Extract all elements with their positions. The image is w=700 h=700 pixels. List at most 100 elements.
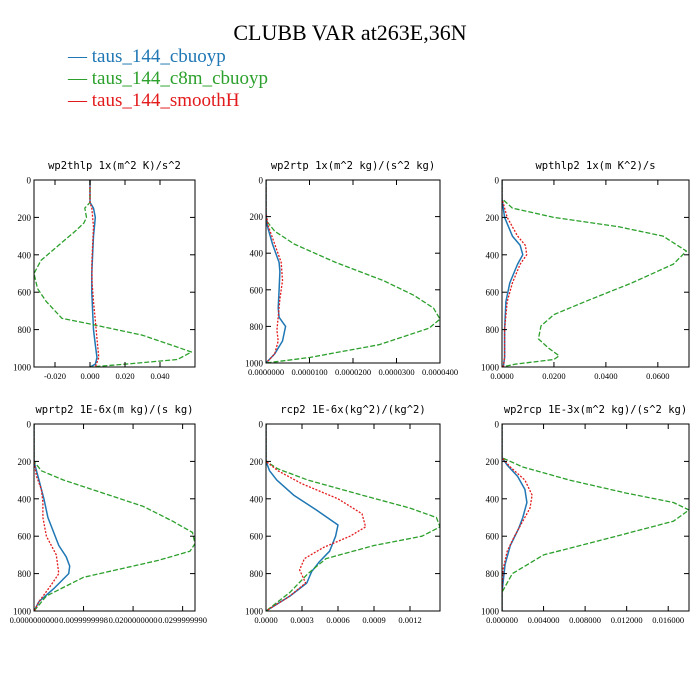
panel-title: wp2rcp 1E-3x(m^2 kg)/(s^2 kg) (504, 404, 687, 416)
series-line (502, 180, 688, 367)
y-tick-label: 600 (486, 288, 500, 298)
y-tick-label: 400 (486, 250, 500, 260)
y-tick-label: 800 (18, 325, 32, 335)
series-group (34, 424, 195, 611)
figure-title: CLUBB VAR at263E,36N (233, 20, 467, 45)
chart-panel: rcp2 1E-6x(kg^2)/(kg^2) 0 200 400 600 800 1000… (245, 404, 441, 625)
y-tick-label: 0 (259, 420, 264, 430)
series-line (502, 180, 528, 367)
chart-panel: wpthlp2 1x(m K^2)/s 0 200 400 600 800 10000.00… (481, 160, 690, 381)
plot-frame (265, 179, 441, 364)
y-tick-label: 0 (495, 176, 500, 186)
plot-frame (33, 423, 196, 612)
y-tick-label: 400 (18, 494, 32, 504)
legend-item-c8m-cbuoyp: — taus_144_c8m_cbuoyp (68, 68, 269, 89)
y-tick-label: 200 (18, 457, 32, 467)
x-tick-label: 0.040 (150, 371, 169, 381)
y-tick-label: 400 (250, 249, 264, 259)
x-tick-label: 0.020 (115, 371, 134, 381)
y-tick-label: 1000 (245, 607, 264, 617)
x-tick-label: 0.0299999990 (158, 615, 207, 625)
x-tick-label: 0.0006 (326, 615, 349, 625)
x-tick-label: 0.012000 (611, 615, 643, 625)
x-tick-label: 0.0000000 (248, 367, 284, 377)
series-line (34, 424, 71, 611)
x-tick-label: 0.0000400 (422, 367, 458, 377)
y-tick-label: 1000 (481, 607, 500, 617)
series-line (34, 424, 195, 611)
x-tick-label: 0.000 (80, 371, 99, 381)
plot-frame (33, 179, 196, 368)
y-tick-label: 200 (18, 213, 32, 223)
y-tick-label: 600 (250, 532, 264, 542)
y-tick-label: 1000 (481, 363, 500, 373)
y-tick-label: 200 (486, 213, 500, 223)
y-tick-label: 400 (486, 494, 500, 504)
series-line (266, 180, 440, 363)
x-tick-label: 0.0009 (362, 615, 385, 625)
x-tick-label: 0.0000100 (291, 367, 327, 377)
x-tick-label: 0.0012 (398, 615, 421, 625)
legend-label: taus_144_cbuoyp (91, 46, 226, 67)
x-tick-label: 0.0003 (290, 615, 313, 625)
legend-label: taus_144_smoothH (91, 90, 240, 111)
series-line (89, 180, 98, 367)
series-line (266, 180, 287, 363)
series-group (266, 180, 440, 363)
series-line (34, 424, 60, 611)
panel-title: rcp2 1E-6x(kg^2)/(kg^2) (280, 404, 425, 416)
series-group (502, 424, 689, 611)
legend: — taus_144_cbuoyp — taus_144_c8m_cbuoyp … (68, 46, 268, 112)
chart-panel: wp2rtp 1x(m^2 kg)/(s^2 kg) 0 200 400 600 800 1… (245, 160, 458, 377)
series-group (34, 180, 193, 367)
chart-panel: wp2rcp 1E-3x(m^2 kg)/(s^2 kg) 0 200 400 600 8… (481, 404, 690, 625)
series-line (266, 424, 339, 611)
plot-frame (265, 423, 441, 612)
panel-title: wp2thlp 1x(m^2 K)/s^2 (48, 160, 181, 172)
series-line (266, 180, 284, 363)
y-tick-label: 0 (259, 176, 264, 186)
series-group (266, 424, 440, 611)
chart-panel: wprtp2 1E-6x(m kg)/(s kg)0 200 400 600 800 10… (10, 404, 207, 625)
legend-item-cbuoyp: — taus_144_cbuoyp (68, 46, 226, 67)
series-line (89, 180, 100, 367)
x-tick-label: 0.0000 (254, 615, 277, 625)
y-tick-label: 1000 (13, 363, 32, 373)
series-line (502, 424, 528, 611)
x-tick-label: 0.0000 (490, 371, 513, 381)
y-tick-label: 200 (486, 457, 500, 467)
y-tick-label: 1000 (245, 359, 264, 369)
x-tick-label: 0.0000300 (378, 367, 414, 377)
x-tick-label: 0.0000000000 (10, 615, 59, 625)
panel-title: wprtp2 1E-6x(m kg)/(s kg) (35, 404, 193, 416)
x-tick-label: 0.0099999998 (59, 615, 108, 625)
series-line (266, 424, 367, 611)
x-tick-label: 0.0200000000 (109, 615, 158, 625)
y-tick-label: 1000 (13, 607, 32, 617)
panel-title: wpthlp2 1x(m K^2)/s (535, 160, 655, 172)
y-tick-label: 600 (250, 285, 264, 295)
y-tick-label: 0 (27, 176, 32, 186)
x-tick-label: 0.0400 (594, 371, 617, 381)
y-tick-label: 200 (250, 212, 264, 222)
panel-title: wp2rtp 1x(m^2 kg)/(s^2 kg) (271, 160, 435, 172)
y-tick-label: 600 (18, 288, 32, 298)
y-tick-label: 800 (486, 325, 500, 335)
y-tick-label: 800 (250, 322, 264, 332)
x-tick-label: -0.020 (44, 371, 66, 381)
series-line (502, 424, 533, 611)
x-tick-label: 0.016000 (652, 615, 684, 625)
series-group (502, 180, 688, 367)
x-tick-label: 0.008000 (569, 615, 601, 625)
x-tick-label: 0.0200 (542, 371, 565, 381)
y-tick-label: 0 (27, 420, 32, 430)
y-tick-label: 200 (250, 457, 264, 467)
legend-label: taus_144_c8m_cbuoyp (91, 68, 269, 89)
x-tick-label: 0.0000200 (335, 367, 371, 377)
plot-frame (501, 179, 690, 368)
y-tick-label: 400 (250, 494, 264, 504)
y-tick-label: 800 (486, 569, 500, 579)
series-line (266, 424, 440, 611)
y-tick-label: 600 (18, 532, 32, 542)
